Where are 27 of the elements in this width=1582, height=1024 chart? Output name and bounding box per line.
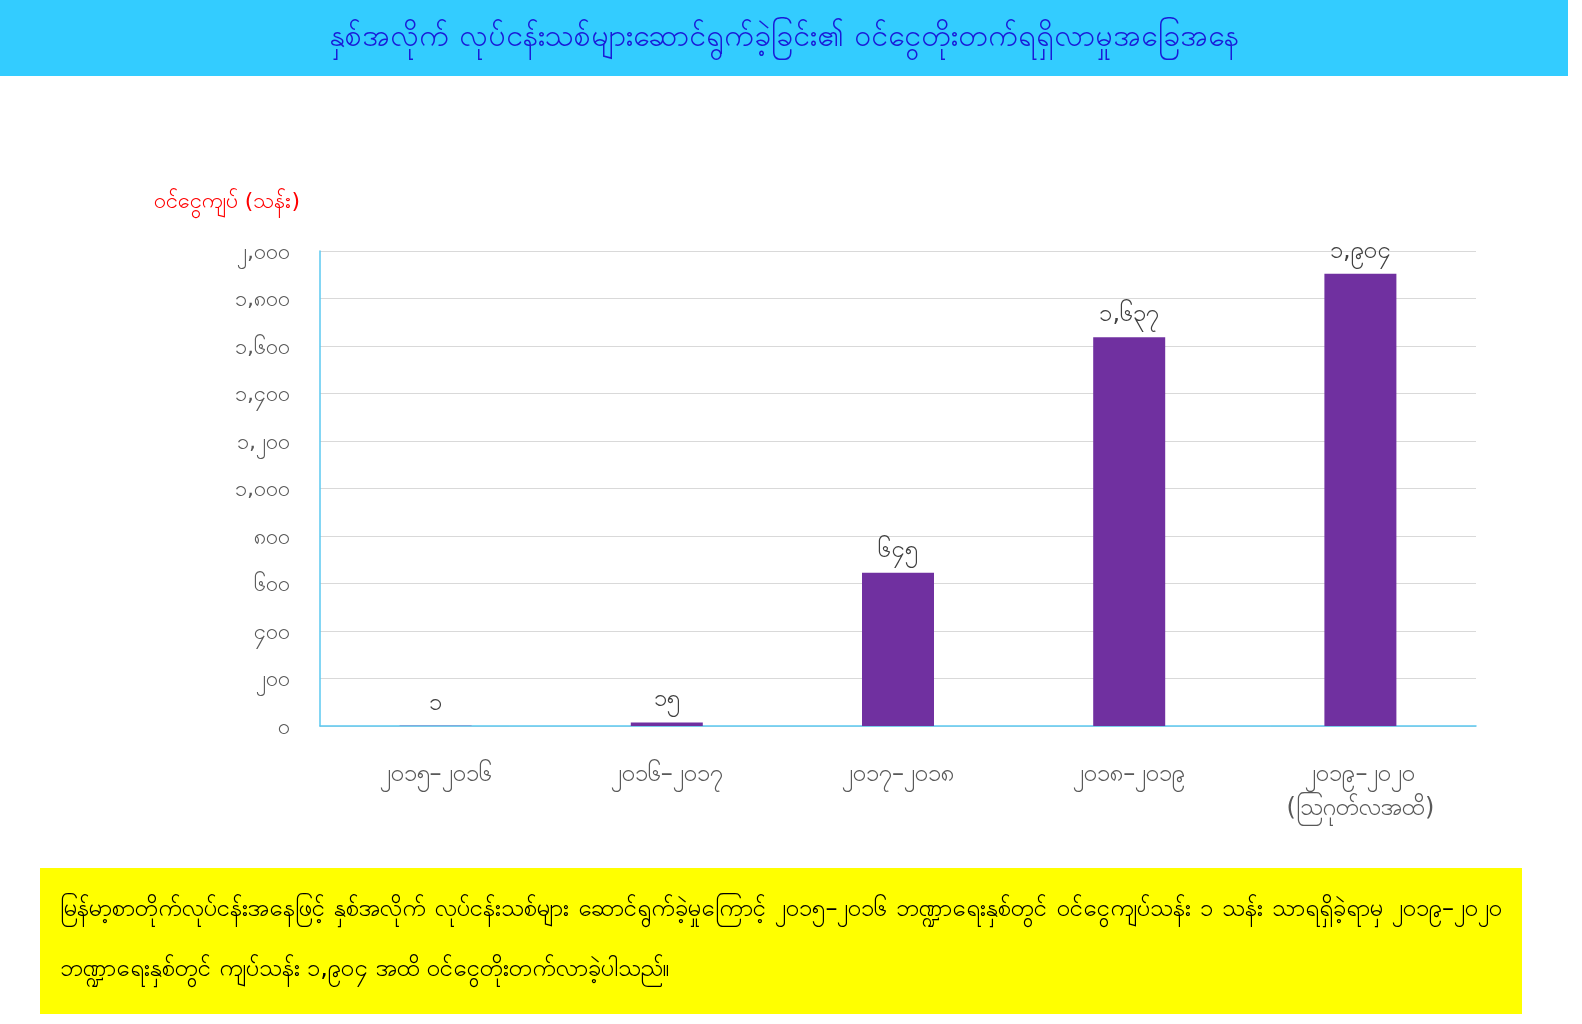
data-label: ၁ (429, 687, 443, 716)
x-tick-label: ၂၀၁၇–၂၀၁၈ (842, 759, 954, 792)
y-tick-label: ၂၀၀ (256, 666, 290, 696)
data-label: ၁,၆၃၇ (1099, 298, 1160, 333)
bar (862, 572, 934, 726)
y-tick-label: ၄၀၀ (254, 618, 290, 649)
data-label: ၁၅ (653, 684, 680, 718)
x-tick-label: ၂၀၁၈–၂၀၁၉ (1073, 759, 1186, 792)
bar (630, 722, 703, 726)
y-tick-label: ၂,၀၀၀ (237, 238, 290, 269)
bar (1093, 337, 1166, 726)
y-tick-label: ၁,၂၀၀ (237, 428, 290, 459)
chart-title: နှစ်အလိုက် လုပ်ငန်းသစ်များဆောင်ရွက်ခဲ့ခြင်း၏ ဝင်ငွေတိုးတက်ရရှိလာမှုအခြေအနေ (0, 0, 1568, 76)
y-tick-label: ၆၀၀ (254, 571, 290, 596)
y-axis-title: ဝင်ငွေကျပ် (သန်း) (153, 187, 300, 219)
y-tick-label: ၈၀၀ (254, 523, 290, 549)
y-tick-label: ၁,၆၀၀ (235, 333, 290, 359)
bar (1324, 273, 1397, 726)
x-tick-label: ၂၀၁၅–၂၀၁၆ (379, 758, 492, 792)
y-tick-label: ၁,၄၀၀ (235, 381, 290, 411)
data-label: ၁,၉၀၄ (1330, 235, 1391, 269)
y-tick-label: ၀ (278, 713, 290, 739)
x-tick-label: ၂၀၁၆–၂၀၁၇ (610, 758, 723, 792)
y-tick-label: ၁,၀၀၀ (235, 476, 290, 501)
y-tick-label: ၁,၈၀၀ (235, 286, 290, 311)
data-label: ၆၄၅ (878, 533, 918, 568)
x-tick-label: ၂၀၁၉–၂၀၂၀ (ဩဂုတ်လအထိ) (1286, 759, 1435, 826)
